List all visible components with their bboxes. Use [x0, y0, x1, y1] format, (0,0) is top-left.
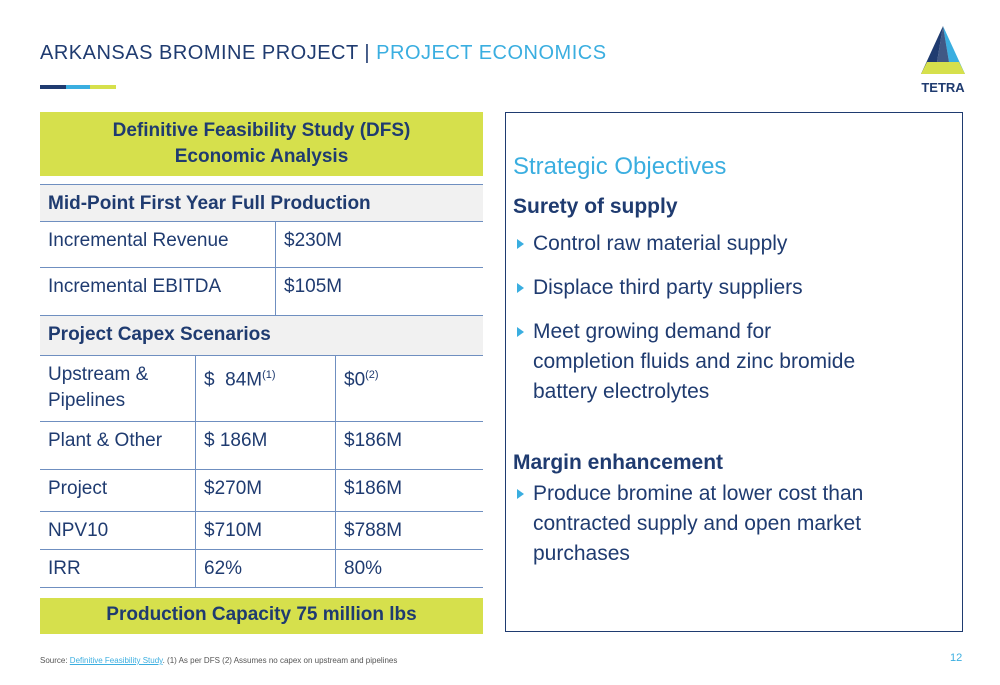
logo-text: TETRA — [921, 80, 965, 95]
table-cell: Project — [40, 470, 196, 512]
section-label: Project Capex Scenarios — [40, 316, 483, 356]
table-cell: 80% — [336, 550, 483, 588]
footnote-text: . (1) As per DFS (2) Assumes no capex on… — [162, 656, 398, 665]
logo: TETRA — [921, 26, 965, 95]
bullet: Control raw material supply — [513, 229, 953, 259]
cell-note: (2) — [365, 369, 379, 381]
table-cell: 62% — [196, 550, 336, 588]
footnote: Source: Definitive Feasibility Study. (1… — [40, 656, 397, 665]
objectives-heading: Strategic Objectives — [513, 153, 727, 180]
table-cell: $ 84M(1) — [196, 356, 336, 422]
table-cell: Plant & Other — [40, 422, 196, 470]
table-cell: $0(2) — [336, 356, 483, 422]
table-cell: Upstream & Pipelines — [40, 356, 196, 422]
accent-bar — [66, 85, 90, 89]
section-label: Mid-Point First Year Full Production — [40, 184, 483, 222]
group-title: Margin enhancement — [513, 451, 724, 474]
bullet: Produce bromine at lower cost than contra… — [513, 479, 953, 569]
table-cell: $710M — [196, 512, 336, 550]
bullet-line: completion fluids and zinc bromide — [533, 350, 856, 373]
group-title: Surety of supply — [513, 195, 678, 218]
row-label: Incremental Revenue — [40, 222, 276, 268]
footnote-prefix: Source: — [40, 656, 70, 665]
table-cell: IRR — [40, 550, 196, 588]
table-cell: $186M — [336, 422, 483, 470]
table-footer: Production Capacity 75 million lbs — [40, 598, 483, 634]
objectives: Strategic Objectives Surety of supply Cont… — [513, 153, 953, 583]
cell-line: Pipelines — [48, 390, 126, 411]
table-heading: Definitive Feasibility Study (DFS) Econom… — [40, 112, 483, 176]
bullet-line: purchases — [533, 542, 630, 565]
bullet-line: battery electrolytes — [533, 380, 710, 403]
bullet-line: Control raw material supply — [533, 232, 788, 255]
bullet-line: Displace third party suppliers — [533, 276, 803, 299]
table-cell: $ 186M — [196, 422, 336, 470]
cell-line: Upstream & — [48, 364, 149, 385]
table-cell: $788M — [336, 512, 483, 550]
cell-text: $ 84M — [204, 369, 263, 391]
bullet-line: Produce bromine at lower cost than — [533, 482, 864, 505]
bullet-line: Meet growing demand for — [533, 320, 772, 343]
accent-bar — [40, 85, 66, 89]
cell-note: (1) — [262, 369, 276, 381]
title: ARKANSAS BROMINE PROJECT | PROJECT ECONO… — [40, 42, 607, 65]
table-cell: NPV10 — [40, 512, 196, 550]
title-sub: PROJECT ECONOMICS — [376, 42, 607, 64]
heading-line: Definitive Feasibility Study (DFS) — [112, 120, 411, 141]
bullet: Meet growing demand for completion fluids… — [513, 317, 953, 407]
cell-text: $0 — [344, 369, 366, 391]
heading-line: Economic Analysis — [174, 146, 349, 167]
row-value: $105M — [276, 268, 483, 316]
page-number: 12 — [950, 652, 963, 664]
accent-bar — [90, 85, 116, 89]
row-value: $230M — [276, 222, 483, 268]
footnote-link[interactable]: Definitive Feasibility Study — [69, 656, 163, 665]
bullet-line: contracted supply and open market — [533, 512, 862, 535]
title-main: ARKANSAS BROMINE PROJECT | — [40, 42, 371, 64]
table-cell: $270M — [196, 470, 336, 512]
table-cell: $186M — [336, 470, 483, 512]
objectives-panel: Strategic Objectives Surety of supply Cont… — [505, 112, 963, 632]
bullet: Displace third party suppliers — [513, 273, 953, 303]
row-label: Incremental EBITDA — [40, 268, 276, 316]
